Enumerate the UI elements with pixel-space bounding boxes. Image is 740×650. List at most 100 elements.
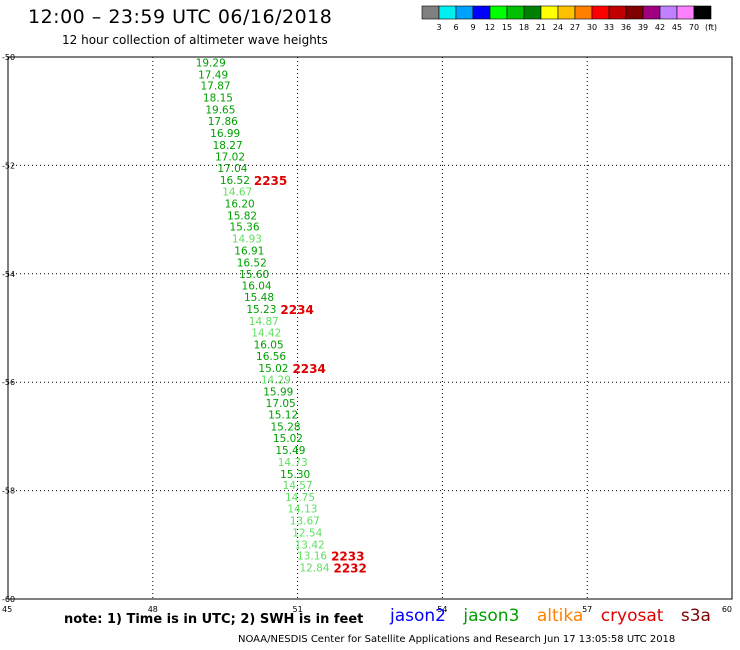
wave-height-label: 18.15 (203, 93, 233, 105)
scale-swatch (693, 5, 712, 20)
x-tick-label: 60 (722, 605, 732, 614)
x-tick-label: 57 (582, 605, 592, 614)
wave-height-label: 17.87 (201, 81, 231, 93)
satellite-jason3: jason3 (463, 606, 520, 626)
wave-height-label: 16.52 (237, 257, 267, 269)
scale-swatch (455, 5, 474, 20)
scale-label: 30 (587, 23, 597, 32)
wave-height-label: 13.16 (297, 551, 327, 563)
wave-height-label: 15.82 (227, 210, 257, 222)
time-label: 2232 (333, 562, 366, 576)
wave-height-label: 14.73 (278, 457, 308, 469)
satellite-altika: altika (536, 606, 584, 626)
wave-height-label: 17.49 (198, 69, 228, 81)
wave-height-label: 18.27 (213, 140, 243, 152)
time-label: 2234 (280, 303, 313, 317)
scale-label: 6 (453, 23, 458, 32)
wave-height-label: 14.13 (287, 503, 317, 515)
plot-frame (7, 56, 733, 600)
scale-label: 36 (621, 23, 631, 32)
wave-height-label: 19.29 (196, 57, 226, 69)
wave-height-label: 15.02 (273, 433, 303, 445)
wave-height-label: 14.67 (222, 186, 252, 198)
scale-label: 24 (553, 23, 563, 32)
x-tick-label: 45 (2, 605, 12, 614)
scale-swatch (557, 5, 576, 20)
scale-label: 12 (485, 23, 495, 32)
scale-label: 9 (470, 23, 475, 32)
wave-height-label: 15.12 (268, 410, 298, 422)
wave-height-label: 14.93 (232, 234, 262, 246)
wave-height-label: 14.57 (283, 480, 313, 492)
chart-title: 12:00 – 23:59 UTC 06/16/2018 (28, 6, 333, 28)
satellite-s3a: s3a (680, 606, 711, 626)
x-tick-label: 51 (293, 605, 303, 614)
scale-label: 3 (436, 23, 441, 32)
wave-height-label: 15.28 (271, 422, 301, 434)
wave-height-label: 15.30 (280, 469, 310, 481)
wave-height-label: 12.84 (299, 563, 329, 575)
wave-height-label: 15.36 (229, 222, 259, 234)
note-text: note: 1) Time is in UTC; 2) SWH is in fe… (64, 612, 364, 627)
wave-height-label: 14.29 (261, 374, 291, 386)
x-tick-label: 48 (148, 605, 158, 614)
wave-height-label: 17.02 (215, 152, 245, 164)
wave-height-label: 16.20 (225, 198, 255, 210)
wave-height-label: 16.91 (234, 245, 264, 257)
y-tick-label: -50 (2, 53, 15, 62)
wave-height-label: 13.42 (295, 539, 325, 551)
wave-height-label: 15.23 (246, 304, 276, 316)
scale-swatch (421, 5, 440, 20)
wave-height-label: 16.56 (256, 351, 286, 363)
y-tick-label: -58 (2, 487, 15, 496)
wave-height-label: 14.87 (249, 316, 279, 328)
wave-height-label: 13.67 (290, 515, 320, 527)
wave-height-label: 12.54 (292, 527, 322, 539)
scale-label: 18 (519, 23, 529, 32)
scale-swatch (676, 5, 695, 20)
wave-height-label: 15.99 (263, 386, 293, 398)
wave-height-label: 16.52 (220, 175, 250, 187)
scale-swatch (506, 5, 525, 20)
x-tick-label: 54 (437, 605, 447, 614)
chart-subtitle: 12 hour collection of altimeter wave hei… (62, 33, 328, 47)
scale-label: 45 (672, 23, 682, 32)
y-tick-label: -52 (2, 161, 15, 170)
scale-label: 21 (536, 23, 546, 32)
wave-height-label: 15.02 (258, 363, 288, 375)
y-tick-label: -54 (2, 270, 15, 279)
scale-swatch (608, 5, 627, 20)
wave-height-label: 14.42 (251, 327, 281, 339)
wave-height-label: 15.48 (244, 292, 274, 304)
scale-swatch (574, 5, 593, 20)
satellite-jason2: jason2 (390, 606, 446, 626)
scale-swatch (625, 5, 644, 20)
wave-height-label: 17.86 (208, 116, 238, 128)
scale-swatch (591, 5, 610, 20)
y-tick-label: -56 (2, 378, 15, 387)
wave-height-label: 15.60 (239, 269, 269, 281)
scale-label: 39 (638, 23, 648, 32)
wave-height-label: 16.05 (254, 339, 284, 351)
scale-swatch (438, 5, 457, 20)
scale-swatch (489, 5, 508, 20)
wave-height-label: 19.65 (205, 105, 235, 117)
scale-swatch (472, 5, 491, 20)
scale-label: 15 (502, 23, 512, 32)
scale-swatch (659, 5, 678, 20)
time-label: 2234 (292, 362, 325, 376)
satellite-cryosat: cryosat (600, 606, 664, 626)
scale-label: 70 (689, 23, 699, 32)
wave-height-label: 17.04 (217, 163, 247, 175)
wave-height-label: 17.05 (266, 398, 296, 410)
scale-label: (ft) (705, 23, 717, 32)
scale-swatch (540, 5, 559, 20)
scale-swatch (642, 5, 661, 20)
time-label: 2235 (254, 174, 287, 188)
wave-height-label: 14.75 (285, 492, 315, 504)
scale-label: 27 (570, 23, 580, 32)
scale-label: 42 (655, 23, 665, 32)
credit-text: NOAA/NESDIS Center for Satellite Applica… (238, 634, 676, 645)
wave-height-label: 16.99 (210, 128, 240, 140)
